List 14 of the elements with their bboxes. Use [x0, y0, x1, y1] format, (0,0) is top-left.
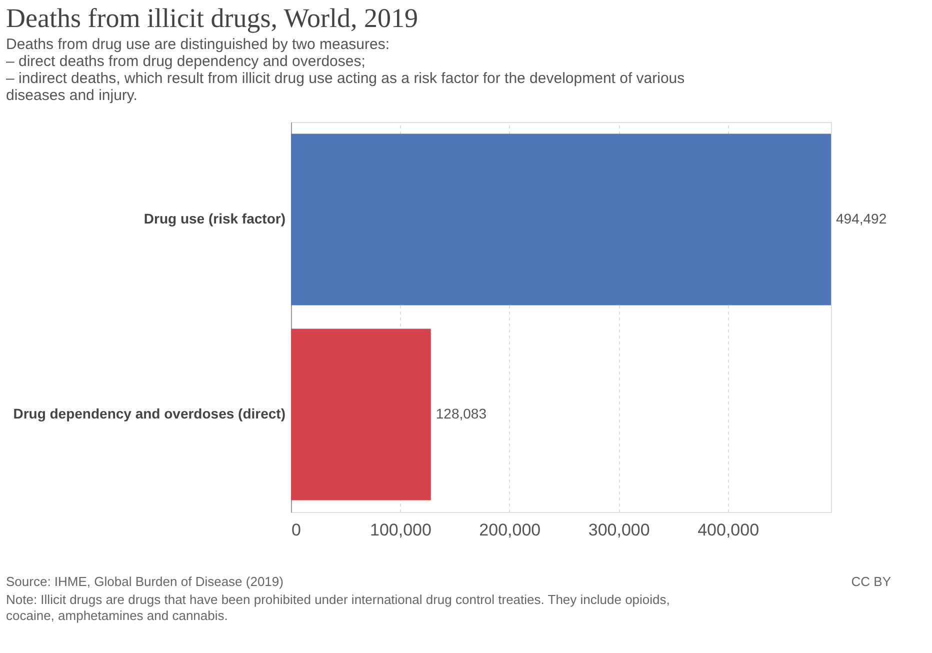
x-tick-label: 200,000 [479, 520, 541, 540]
x-tick-label: 400,000 [698, 520, 760, 540]
data-label: 128,083 [436, 406, 487, 422]
x-tick-label: 100,000 [370, 520, 432, 540]
chart-subtitle: Deaths from drug use are distinguished by two measures: – direct deaths from drug dependency and overdoses; – indirect deaths, which result from illicit drug use acting as a risk factor for the development of various diseases and injury. [6, 36, 685, 104]
y-tick-label: Drug dependency and overdoses (direct) [13, 406, 286, 422]
text: Note: Illicit drugs are drugs that have been prohibited under international drug control treaties. They include opioids, cocaine, amphetamines and cannabis. [6, 592, 670, 623]
y-tick-label: Drug use (risk factor) [144, 210, 286, 226]
source-note: Source: IHME, Global Burden of Disease (2019) [6, 574, 284, 589]
x-tick-label: 300,000 [588, 520, 650, 540]
chart-title: Deaths from illicit drugs, World, 2019 [6, 3, 418, 33]
text: CC BY [851, 574, 892, 589]
x-tick-label: 0 [292, 520, 301, 540]
data-label: 494,492 [836, 210, 887, 226]
